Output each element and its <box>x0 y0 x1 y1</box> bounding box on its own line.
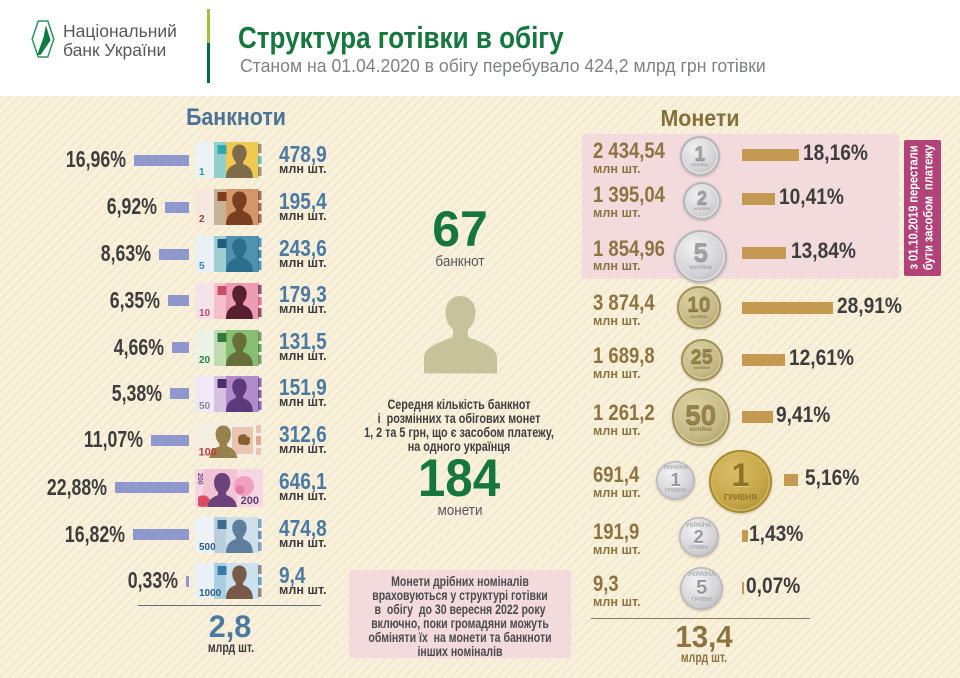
svg-text:1: 1 <box>199 167 205 178</box>
svg-text:20: 20 <box>199 355 211 366</box>
svg-text:2: 2 <box>199 214 205 225</box>
svg-text:200: 200 <box>241 495 259 507</box>
svg-text:200: 200 <box>196 473 203 485</box>
svg-text:5: 5 <box>199 261 205 272</box>
svg-text:100: 100 <box>199 447 217 459</box>
svg-text:500: 500 <box>199 542 216 553</box>
svg-text:50: 50 <box>199 401 211 412</box>
svg-text:1000: 1000 <box>199 588 222 599</box>
svg-text:10: 10 <box>199 308 211 319</box>
